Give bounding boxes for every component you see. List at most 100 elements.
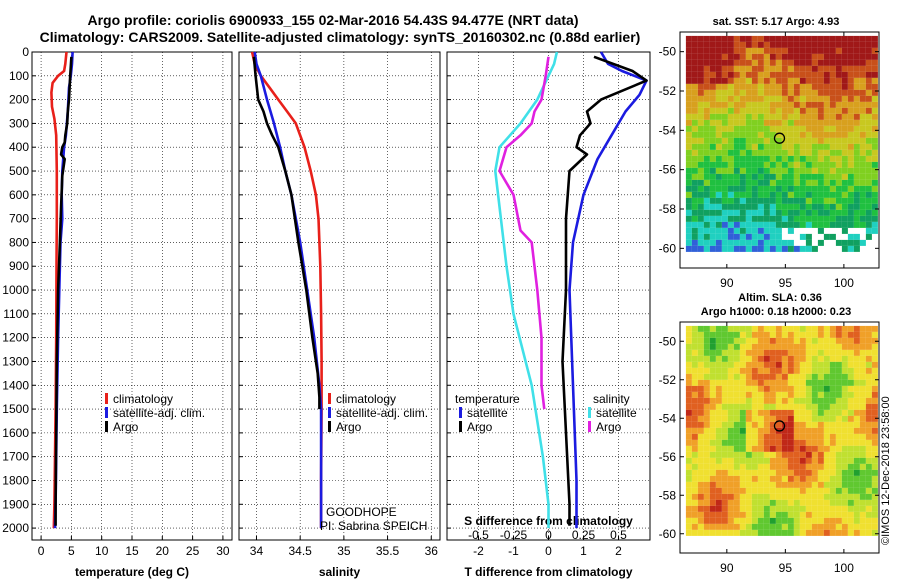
- map-cell: [691, 325, 698, 332]
- map-cell: [721, 167, 728, 174]
- map-cell: [841, 373, 848, 380]
- map-cell: [871, 83, 878, 90]
- map-cell: [835, 433, 842, 440]
- map-cell: [721, 101, 728, 108]
- map-cell: [823, 35, 830, 42]
- map-cell: [733, 517, 740, 524]
- map-cell: [763, 47, 770, 54]
- map-cell: [763, 53, 770, 60]
- map-cell: [835, 125, 842, 132]
- map-cell: [715, 215, 722, 222]
- map-cell: [823, 493, 830, 500]
- map-cell: [715, 155, 722, 162]
- map-cell: [685, 65, 692, 72]
- map-cell: [829, 331, 836, 338]
- map-cell: [847, 349, 854, 356]
- map-cell: [865, 125, 872, 132]
- map-cell: [775, 379, 782, 386]
- map-cell: [685, 517, 692, 524]
- map-cell: [685, 47, 692, 54]
- map-cell: [823, 487, 830, 494]
- map-cell: [859, 337, 866, 344]
- map-cell: [775, 457, 782, 464]
- map-cell: [763, 349, 770, 356]
- map-cell: [751, 167, 758, 174]
- legend-swatch-argo: [328, 421, 331, 432]
- map-cell: [769, 397, 776, 404]
- map-cell: [691, 59, 698, 66]
- map-cell: [805, 113, 812, 120]
- map-cell: [781, 155, 788, 162]
- map-cell: [811, 113, 818, 120]
- map-cell: [709, 529, 716, 536]
- map-cell: [715, 415, 722, 422]
- map-cell: [805, 197, 812, 204]
- map-cell: [745, 523, 752, 530]
- map-cell: [865, 191, 872, 198]
- map-cell: [697, 487, 704, 494]
- map-cell: [751, 325, 758, 332]
- map-cell: [865, 155, 872, 162]
- map-cell: [817, 89, 824, 96]
- map-cell: [715, 409, 722, 416]
- y-tick-label: 700: [9, 212, 29, 226]
- map-cell: [745, 221, 752, 228]
- map-cell: [829, 457, 836, 464]
- map-cell: [823, 385, 830, 392]
- map-cell: [721, 373, 728, 380]
- map-cell: [763, 403, 770, 410]
- map-cell: [739, 451, 746, 458]
- map-cell: [823, 233, 830, 240]
- map-cell: [859, 179, 866, 186]
- map-cell: [871, 427, 878, 434]
- axes-frame: [238, 51, 441, 541]
- map-cell: [781, 179, 788, 186]
- map-cell: [859, 167, 866, 174]
- map-lon-label: 95: [779, 276, 793, 290]
- series-line-argo: [252, 56, 321, 410]
- map-cell: [709, 149, 716, 156]
- map-cell: [811, 331, 818, 338]
- map-cell: [853, 487, 860, 494]
- map-cell: [757, 95, 764, 102]
- map-cell: [721, 511, 728, 518]
- legend-title-temperature: temperature: [455, 392, 520, 406]
- map-cell: [841, 481, 848, 488]
- map-cell: [823, 77, 830, 84]
- map-cell: [817, 101, 824, 108]
- map-cell: [829, 35, 836, 42]
- map-cell: [847, 397, 854, 404]
- map-cell: [691, 373, 698, 380]
- map-cell: [823, 113, 830, 120]
- map-cell: [811, 457, 818, 464]
- map-cell: [709, 421, 716, 428]
- map-cell: [727, 161, 734, 168]
- map-cell: [793, 379, 800, 386]
- map-cell: [829, 71, 836, 78]
- map-cell: [703, 77, 710, 84]
- map-cell: [871, 161, 878, 168]
- map-cell: [799, 403, 806, 410]
- map-cell: [739, 499, 746, 506]
- map-cell: [853, 409, 860, 416]
- map-cell: [757, 457, 764, 464]
- legend-swatch-s-argo: [588, 421, 591, 432]
- map-cell: [817, 173, 824, 180]
- map-cell: [793, 107, 800, 114]
- map-cell: [781, 481, 788, 488]
- map-cell: [793, 113, 800, 120]
- map-cell: [697, 511, 704, 518]
- map-cell: [727, 239, 734, 246]
- map-cell: [733, 325, 740, 332]
- map-cell: [787, 331, 794, 338]
- map-cell: [829, 155, 836, 162]
- map-cell: [775, 367, 782, 374]
- map-cell: [799, 397, 806, 404]
- map-cell: [757, 119, 764, 126]
- map-cell: [709, 83, 716, 90]
- map-cell: [805, 391, 812, 398]
- map-cell: [715, 529, 722, 536]
- map-cell: [847, 137, 854, 144]
- map-cell: [805, 427, 812, 434]
